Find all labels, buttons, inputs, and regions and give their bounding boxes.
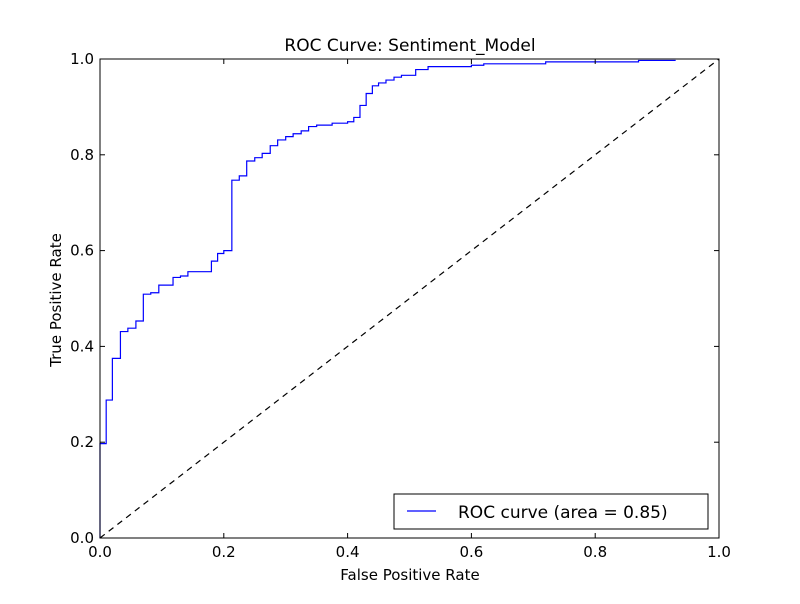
- y-tick-label: 0.6: [70, 242, 94, 260]
- x-tick-label: 0.6: [459, 543, 483, 561]
- legend-label: ROC curve (area = 0.85): [458, 503, 668, 523]
- chart-title: ROC Curve: Sentiment_Model: [284, 36, 535, 56]
- x-tick-label: 0.2: [212, 543, 236, 561]
- y-tick-label: 0.2: [70, 433, 94, 451]
- y-tick-label: 0.8: [70, 146, 94, 164]
- legend: ROC curve (area = 0.85): [394, 494, 708, 529]
- y-tick-label: 0.0: [70, 529, 94, 547]
- y-axis-label: True Positive Rate: [47, 233, 65, 368]
- y-tick-label: 1.0: [70, 50, 94, 68]
- y-tick-label: 0.4: [70, 337, 94, 355]
- x-tick-label: 0.8: [583, 543, 607, 561]
- x-tick-label: 0.4: [336, 543, 360, 561]
- x-tick-label: 1.0: [707, 543, 731, 561]
- plot-area: 0.0 0.2 0.4 0.6 0.8 1.00.00.20.40.60.81.0: [70, 50, 731, 561]
- x-axis-label: False Positive Rate: [340, 566, 479, 584]
